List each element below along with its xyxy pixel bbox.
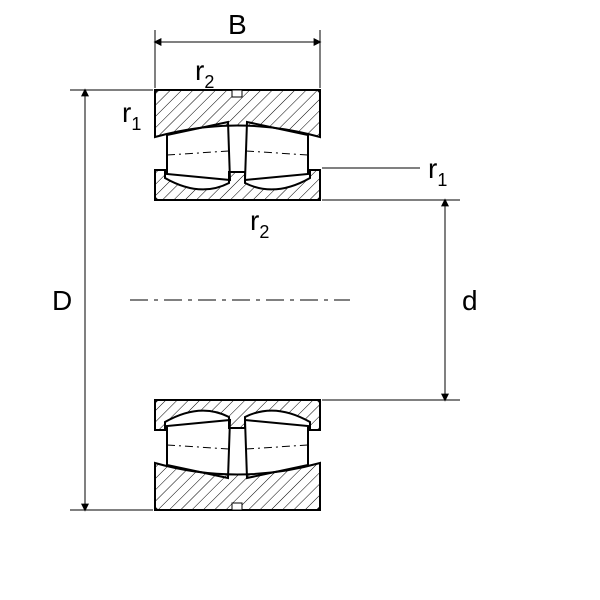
label-r1-topleft: r1 — [122, 97, 141, 134]
label-D: D — [52, 285, 72, 316]
label-r2-mid: r2 — [250, 205, 269, 242]
label-d: d — [462, 285, 478, 316]
svg-text:r1: r1 — [428, 153, 447, 190]
label-r1-right: r1 — [322, 153, 447, 190]
bearing-diagram: B D d r2 r1 r1 r2 — [0, 0, 600, 600]
label-B: B — [228, 9, 247, 40]
label-r2-top: r2 — [195, 55, 214, 92]
